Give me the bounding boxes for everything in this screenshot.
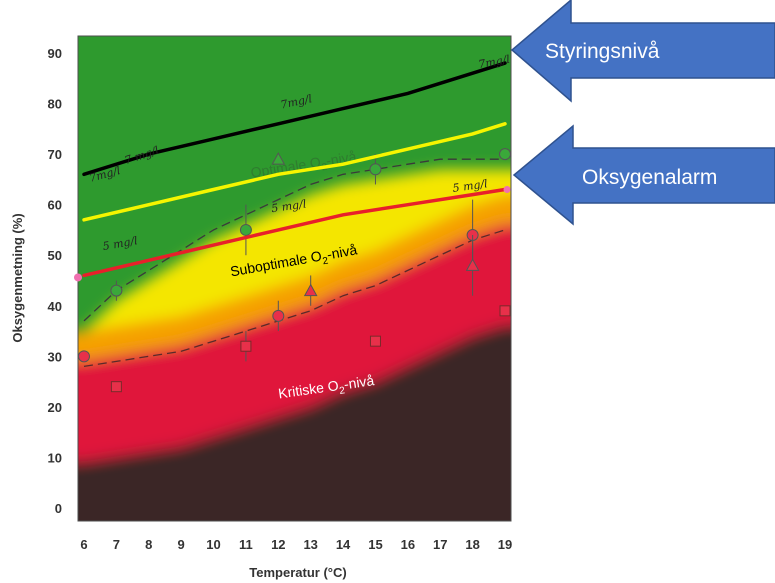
data-point-square [111,382,121,392]
x-tick-label: 6 [80,537,87,552]
x-tick-label: 7 [113,537,120,552]
data-point-circle [500,149,511,160]
callout-label-styringsniva: Styringsnivå [545,40,660,63]
y-tick-label: 10 [48,450,62,465]
y-tick-label: 30 [48,349,62,364]
zone-layers [58,36,531,541]
x-axis-title: Temperatur (°C) [249,565,346,580]
x-tick-label: 18 [465,537,479,552]
x-tick-label: 16 [401,537,415,552]
y-tick-label: 20 [48,400,62,415]
y-tick-label: 60 [48,198,62,213]
x-tick-label: 9 [178,537,185,552]
y-tick-label: 40 [48,299,62,314]
x-tick-label: 17 [433,537,447,552]
y-tick-label: 80 [48,97,62,112]
x-tick-label: 12 [271,537,285,552]
alarm-line-end-marker [504,186,511,193]
data-point-square [370,336,380,346]
data-point-circle [79,351,90,362]
y-tick-label: 0 [55,501,62,516]
x-tick-label: 10 [206,537,220,552]
y-tick-label: 50 [48,248,62,263]
data-point-circle [370,164,381,175]
x-tick-label: 14 [336,537,351,552]
callout-label-oksygenalarm: Oksygenalarm [582,166,717,189]
x-tick-label: 19 [498,537,512,552]
y-tick-label: 70 [48,147,62,162]
alarm-line-start-marker [74,273,82,281]
x-tick-label: 8 [145,537,152,552]
x-tick-label: 13 [303,537,317,552]
data-point-circle [240,224,251,235]
y-tick-label: 90 [48,46,62,61]
data-point-circle [111,285,122,296]
data-point-circle [273,310,284,321]
x-tick-label: 15 [368,537,382,552]
x-tick-label: 11 [239,537,253,552]
data-point-square [500,306,510,316]
y-axis-title: Oksygenmetning (%) [10,213,25,342]
data-point-square [241,341,251,351]
